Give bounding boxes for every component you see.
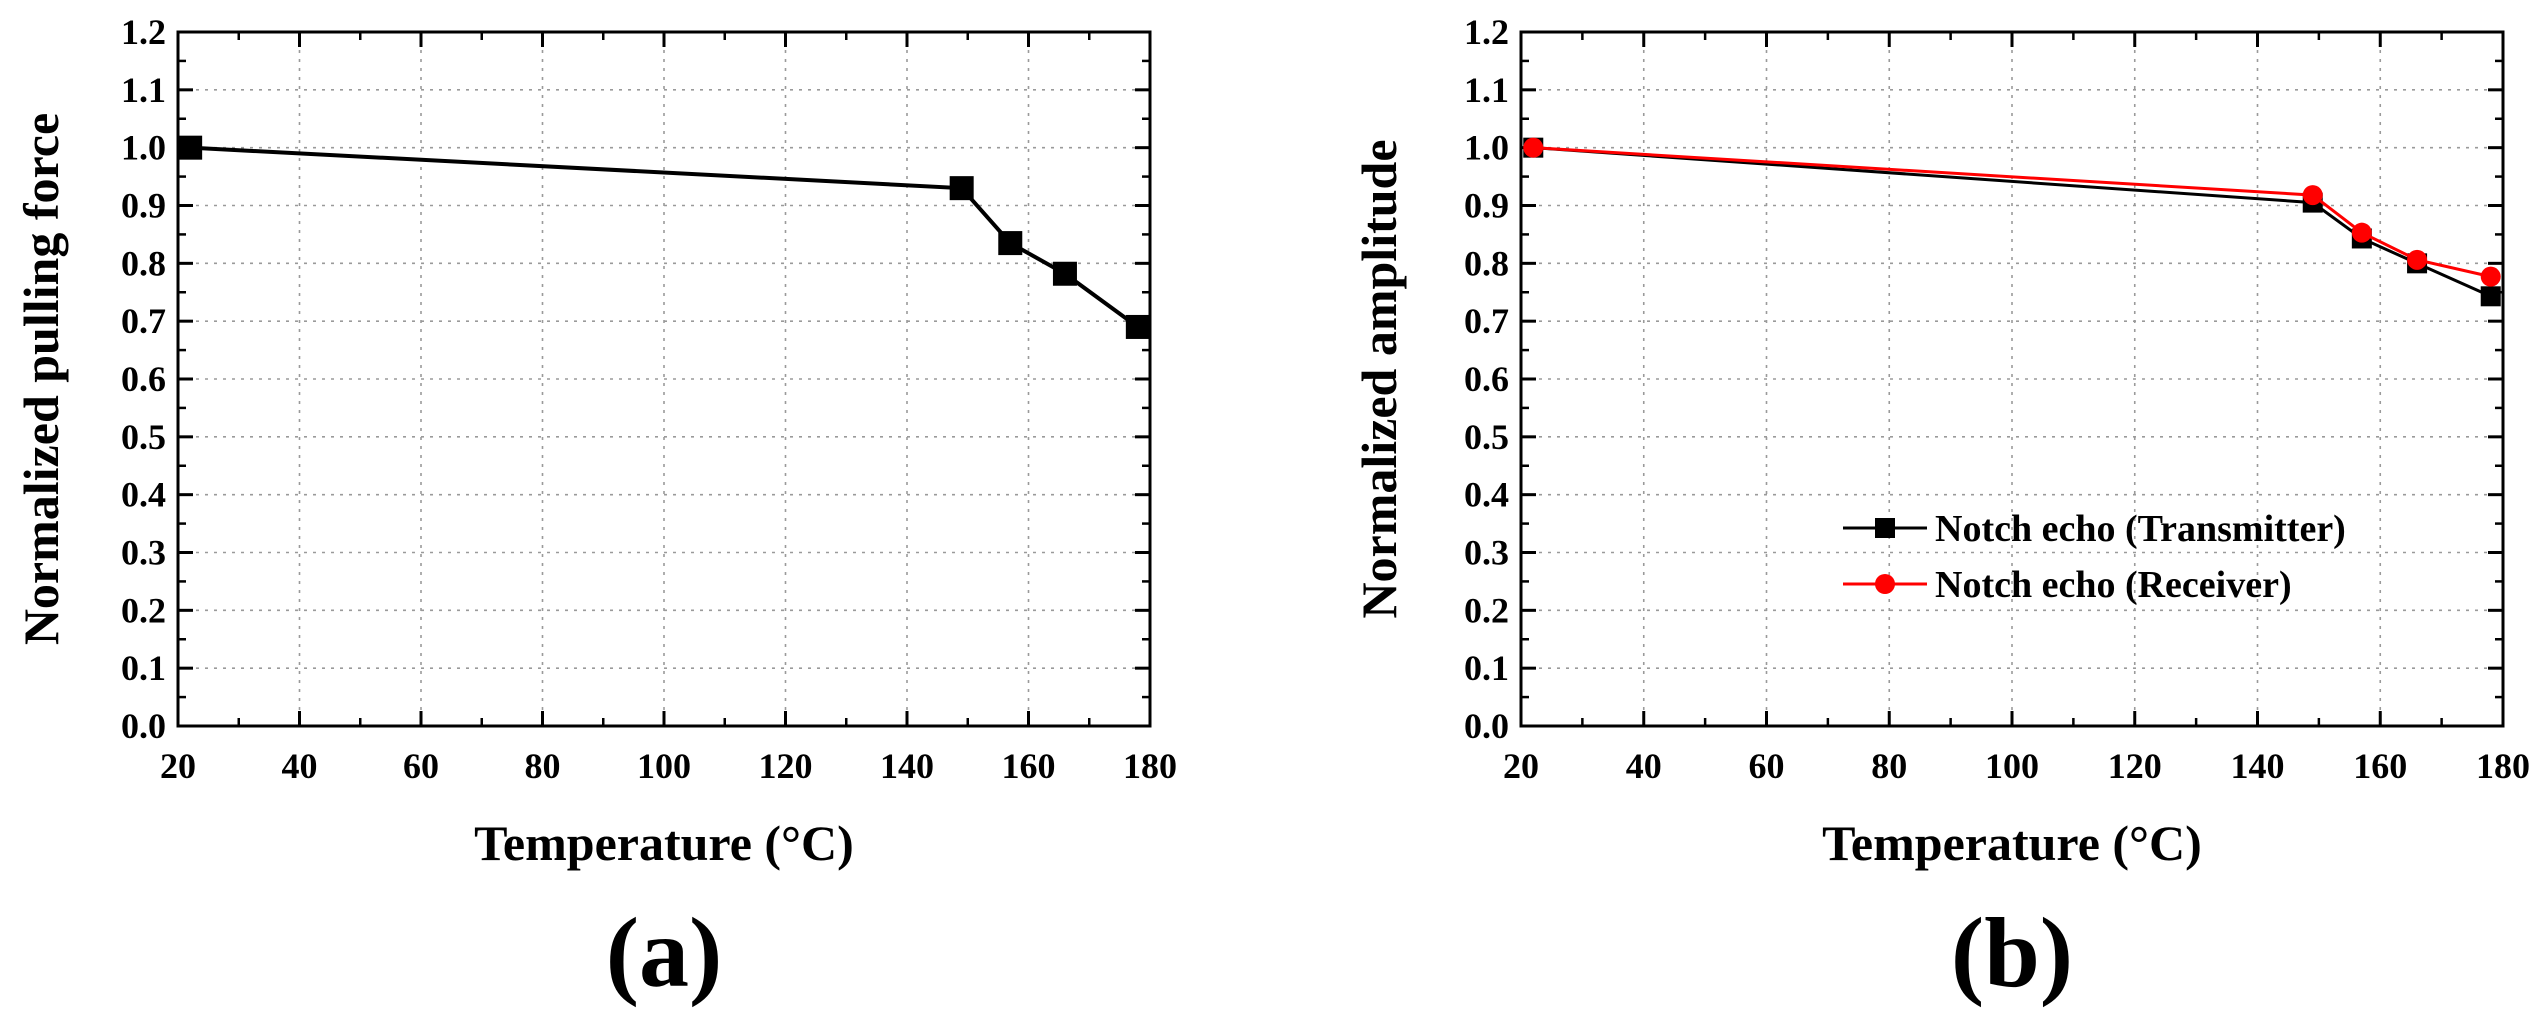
data-point-circle — [2351, 222, 2372, 243]
y-tick-label: 1.2 — [121, 12, 166, 52]
y-tick-label: 0.8 — [121, 243, 166, 283]
x-tick-label: 140 — [880, 746, 934, 786]
y-tick-label: 0.2 — [1464, 590, 1509, 630]
chart-panel-b: 20 40 60 80 100 120 140 160 180 0.0 0.1 0.2 0.3 0.4 0.… — [1351, 12, 2530, 1008]
y-tick-label: 0.2 — [121, 590, 166, 630]
y-tick-label: 0.7 — [1464, 301, 1509, 341]
y-tick-label: 0.5 — [1464, 417, 1509, 457]
y-axis-title: Normalized pulling force — [13, 113, 69, 645]
y-tick-label: 0.3 — [121, 533, 166, 573]
legend-label-0: Notch echo (Transmitter) — [1935, 508, 2346, 550]
x-axis-title: Temperature (°C) — [1822, 815, 2202, 871]
x-tick-label: 160 — [1002, 746, 1056, 786]
y-tick-label: 0.6 — [1464, 359, 1509, 399]
y-tick-label: 0.9 — [1464, 186, 1509, 226]
data-point-circle — [1523, 137, 1544, 158]
x-tick-label: 100 — [637, 746, 691, 786]
y-tick-label: 0.0 — [1464, 706, 1509, 746]
y-tick-label: 0.4 — [1464, 475, 1509, 515]
x-tick-label: 40 — [282, 746, 318, 786]
y-tick-label: 0.1 — [121, 648, 166, 688]
x-tick-label: 180 — [1123, 746, 1177, 786]
y-tick-label: 1.2 — [1464, 12, 1509, 52]
data-point-square — [998, 231, 1023, 256]
plot-frame — [176, 30, 1152, 728]
data-point-circle — [2302, 185, 2323, 206]
x-tick-label: 120 — [2108, 746, 2162, 786]
x-axis-title: Temperature (°C) — [474, 815, 854, 871]
panel-label: (a) — [606, 897, 723, 1008]
data-point-square — [1052, 261, 1077, 286]
y-tick-label: 0.6 — [121, 359, 166, 399]
y-tick-label: 0.1 — [1464, 648, 1509, 688]
x-tick-label: 120 — [759, 746, 813, 786]
series-line-0 — [190, 145, 1140, 329]
y-tick-label: 0.7 — [121, 301, 166, 341]
y-tick-label: 0.3 — [1464, 533, 1509, 573]
y-tick-label: 1.0 — [121, 128, 166, 168]
y-tick-label: 1.1 — [1464, 70, 1509, 110]
y-tick-label: 0.5 — [121, 417, 166, 457]
legend-marker-circle — [1875, 574, 1895, 594]
panel-label: (b) — [1951, 897, 2073, 1008]
x-tick-label: 60 — [403, 746, 439, 786]
x-tick-label: 100 — [1985, 746, 2039, 786]
plot-frame — [1519, 30, 2505, 728]
data-point-square — [2480, 286, 2501, 307]
x-tick-label: 180 — [2476, 746, 2530, 786]
y-tick-label: 1.1 — [121, 70, 166, 110]
data-point-circle — [2407, 249, 2428, 270]
y-tick-label: 1.0 — [1464, 128, 1509, 168]
legend-label-1: Notch echo (Receiver) — [1935, 564, 2292, 606]
x-tick-label: 40 — [1626, 746, 1662, 786]
data-point-circle — [2480, 266, 2501, 287]
x-tick-label: 20 — [160, 746, 196, 786]
chart-panel-a: 20 40 60 80 100 120 140 160 180 0.0 0.1 0.2 0.3 0.4 0.… — [13, 12, 1177, 1008]
y-tick-label: 0.8 — [1464, 243, 1509, 283]
data-point-square — [1125, 314, 1150, 339]
y-tick-label: 0.4 — [121, 475, 166, 515]
x-tick-label: 60 — [1749, 746, 1785, 786]
y-axis-title: Normalized amplitude — [1351, 139, 1407, 618]
x-tick-label: 160 — [2353, 746, 2407, 786]
x-tick-label: 80 — [1871, 746, 1907, 786]
y-tick-label: 0.0 — [121, 706, 166, 746]
legend-marker-square — [1875, 518, 1895, 538]
y-tick-label: 0.9 — [121, 186, 166, 226]
x-tick-label: 80 — [525, 746, 561, 786]
x-tick-label: 20 — [1503, 746, 1539, 786]
data-point-square — [178, 135, 203, 160]
x-tick-label: 140 — [2231, 746, 2285, 786]
data-point-square — [949, 176, 974, 201]
